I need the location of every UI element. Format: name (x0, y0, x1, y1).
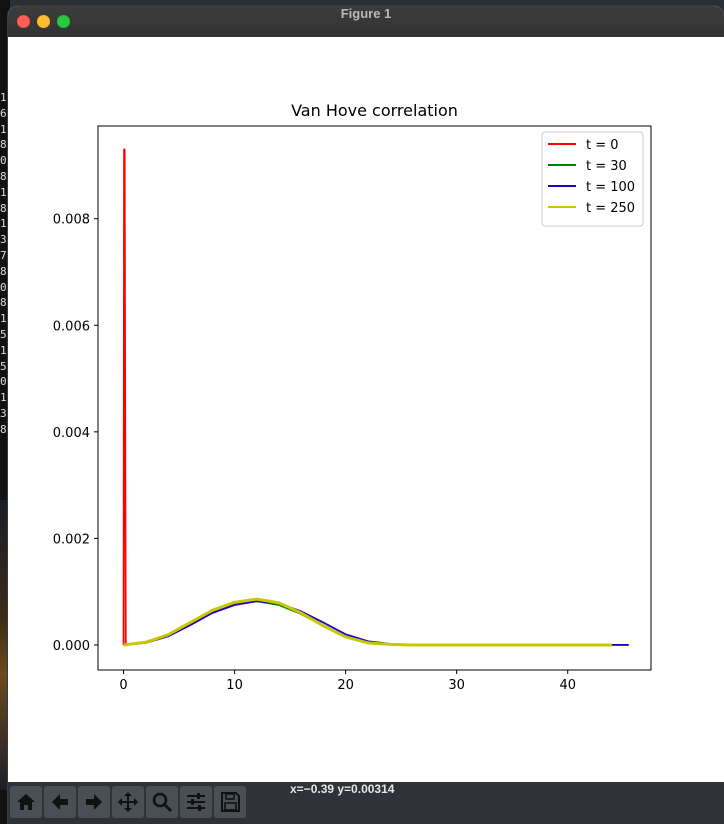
terminal-line: 8 (0, 138, 7, 152)
terminal-line: 1 (0, 312, 7, 326)
terminal-line: 8 (0, 170, 7, 183)
series-line-2 (123, 600, 613, 646)
close-window-button[interactable] (17, 15, 30, 28)
terminal-line: 8 (0, 296, 7, 310)
zoom-window-button[interactable] (57, 15, 70, 28)
y-tick-label: 0.000 (53, 639, 90, 654)
terminal-line: 3 (0, 233, 7, 247)
save-button[interactable] (214, 786, 246, 818)
x-tick-label: 0 (119, 678, 127, 693)
series-line-3 (123, 600, 629, 646)
terminal-line: 7 (0, 249, 7, 262)
terminal-line: 0 (0, 280, 7, 294)
x-tick-label: 10 (226, 678, 243, 693)
series-line-4 (123, 597, 613, 647)
zoom-button[interactable] (146, 786, 178, 818)
navigation-toolbar: x=−0.39 y=0.00314 (8, 782, 724, 824)
y-tick-label: 0.002 (53, 532, 90, 547)
background-terminal: 1 6 1 8 0 8 1 8 1 3 7 8 0 8 1 5 1 5 0 1 3 8 (0, 0, 10, 824)
background-glow (0, 500, 10, 790)
terminal-line: 3 (0, 407, 7, 420)
terminal-line: 1 (0, 122, 7, 136)
terminal-line: 8 (0, 201, 7, 215)
terminal-line: 5 (0, 328, 7, 341)
terminal-line: 6 (0, 106, 7, 120)
home-button[interactable] (10, 786, 42, 818)
terminal-line: 1 (0, 391, 7, 405)
terminal-line: 8 (0, 422, 7, 436)
floppy-disk-icon (221, 792, 240, 812)
y-tick-label: 0.006 (53, 319, 90, 334)
forward-button[interactable] (78, 786, 110, 818)
pan-button[interactable] (112, 786, 144, 818)
legend-label: t = 0 (586, 138, 619, 153)
terminal-line: 1 (0, 91, 7, 104)
x-tick-label: 20 (337, 678, 354, 693)
sliders-icon (187, 793, 205, 811)
terminal-line: 0 (0, 375, 7, 389)
y-tick-label: 0.004 (53, 426, 90, 441)
arrow-left-icon (52, 794, 68, 810)
legend-label: t = 100 (586, 180, 635, 195)
legend-box (541, 131, 644, 227)
terminal-line: 1 (0, 343, 7, 357)
y-tick-label: 0.008 (53, 213, 90, 228)
terminal-line: 8 (0, 264, 7, 278)
figure-window: Figure 1 Van Hove correlation 0 10 20 30 40 0.… (8, 6, 724, 824)
x-tick-label: 40 (559, 678, 576, 693)
terminal-line: 0 (0, 154, 7, 168)
legend-label: t = 30 (586, 159, 627, 174)
terminal-line: 1 (0, 185, 7, 199)
magnifier-icon (152, 792, 173, 813)
axes-frame (97, 125, 652, 671)
series-line-1 (122, 148, 127, 645)
chart-title: Van Hove correlation (291, 101, 458, 120)
arrow-right-icon (86, 794, 102, 810)
terminal-line: 5 (0, 359, 7, 373)
terminal-line: 1 (0, 217, 7, 231)
home-icon (17, 794, 35, 810)
figure-canvas[interactable]: Van Hove correlation 0 10 20 30 40 0.000 0.002 0… (8, 37, 724, 782)
back-button[interactable] (44, 786, 76, 818)
x-tick-label: 30 (448, 678, 465, 693)
title-bar[interactable]: Figure 1 (8, 6, 724, 38)
configure-subplots-button[interactable] (180, 786, 212, 818)
chart-svg[interactable]: Van Hove correlation 0 10 20 30 40 0.000 0.002 0… (8, 37, 724, 782)
minimize-window-button[interactable] (37, 15, 50, 28)
legend-label: t = 250 (586, 201, 635, 216)
move-icon (118, 792, 138, 812)
cursor-coordinates: x=−0.39 y=0.00314 (290, 782, 395, 796)
window-title: Figure 1 (340, 6, 392, 21)
